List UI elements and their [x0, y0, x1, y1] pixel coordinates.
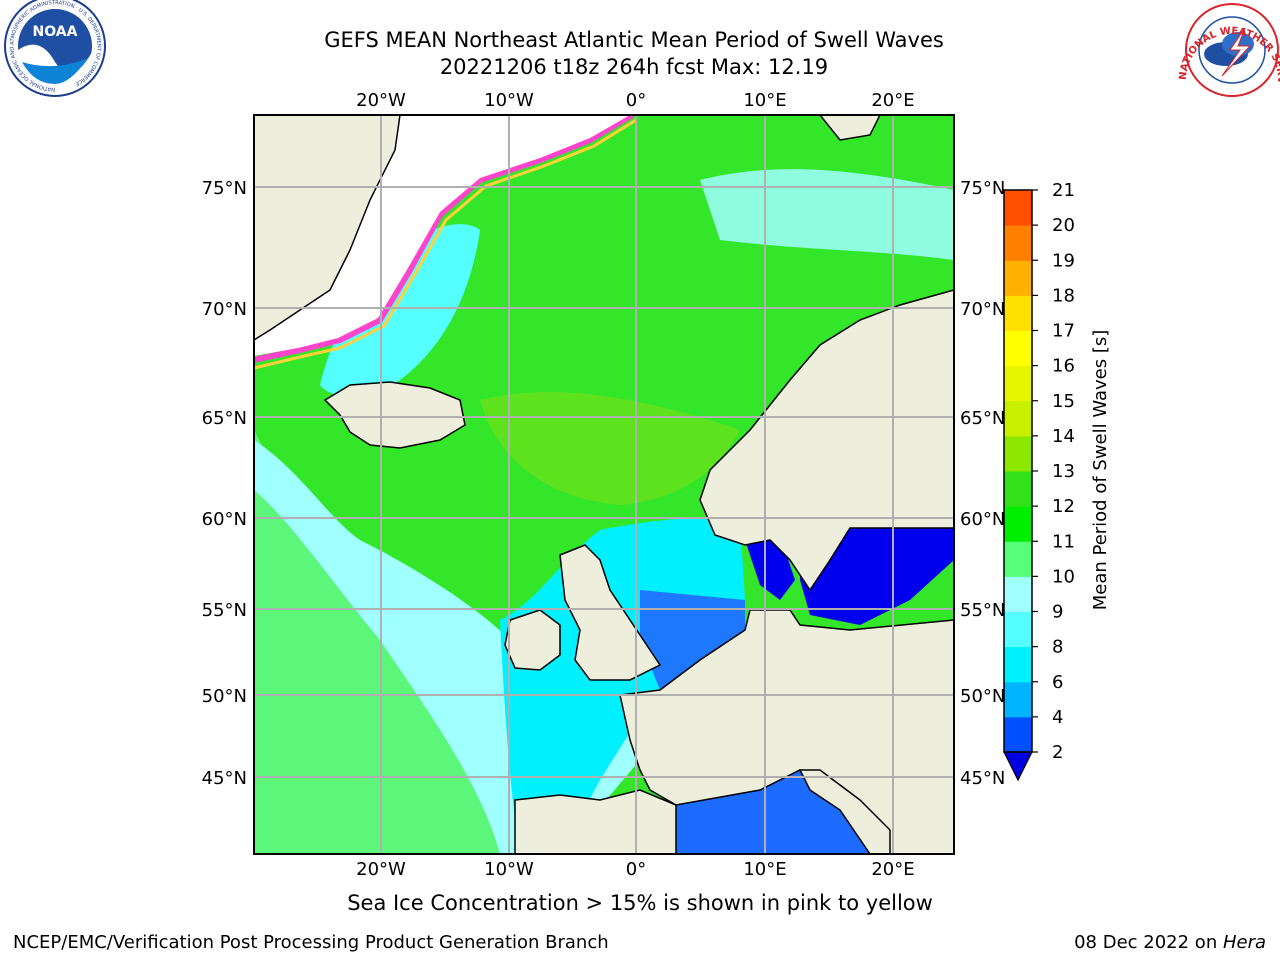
- swell-band-med-2s: [676, 770, 890, 854]
- colorbar-segment: [1004, 576, 1032, 612]
- lon-label: 10°E: [743, 859, 786, 880]
- colorbar-tick-label: 13: [1052, 461, 1075, 482]
- lat-label: 45°N: [202, 768, 247, 789]
- lon-label: 20°E: [871, 90, 914, 111]
- colorbar-tick-label: 18: [1052, 285, 1075, 306]
- colorbar-tick-label: 16: [1052, 356, 1075, 377]
- lat-label: 65°N: [960, 408, 1005, 429]
- footer-host: Hera: [1222, 932, 1266, 953]
- lat-label: 70°N: [202, 299, 247, 320]
- map-area: [254, 115, 954, 854]
- colorbar-segment: [1004, 611, 1032, 648]
- greenland-land: [254, 115, 401, 341]
- colorbar-tick-label: 14: [1052, 426, 1075, 447]
- sea-ice-edge-inner: [254, 118, 637, 370]
- lat-labels-left: 75°N 70°N 65°N 60°N 55°N 50°N 45°N: [202, 178, 247, 789]
- colorbar-tick-label: 19: [1052, 250, 1075, 271]
- lon-labels-top: 20°W 10°W 0° 10°E 20°E: [356, 90, 914, 111]
- colorbar-segment: [1004, 646, 1032, 683]
- lat-label: 75°N: [960, 178, 1005, 199]
- noaa-logo-text: NOAA: [33, 24, 78, 40]
- scandinavia-land: [699, 289, 954, 592]
- lat-label: 75°N: [202, 178, 247, 199]
- lon-label: 20°E: [871, 859, 914, 880]
- colorbar-tick-label: 10: [1052, 566, 1075, 587]
- lat-label: 70°N: [960, 299, 1005, 320]
- colorbar-segment: [1004, 541, 1032, 577]
- lat-label: 50°N: [202, 686, 247, 707]
- swell-band-north-8s: [700, 169, 954, 260]
- svalbard-land: [819, 115, 881, 141]
- colorbar-tick-label: 17: [1052, 321, 1075, 342]
- lon-label: 10°W: [484, 90, 534, 111]
- colorbar-tick-label: 2: [1052, 742, 1063, 763]
- iceland-land: [323, 381, 466, 449]
- colorbar-segment: [1004, 400, 1032, 437]
- colorbar-tick-label: 8: [1052, 637, 1063, 658]
- colorbar-tick-label: 21: [1052, 180, 1075, 201]
- footer-date: 08 Dec 2022 on Hera: [1074, 932, 1266, 953]
- footer-date-text: 08 Dec 2022 on: [1074, 932, 1223, 953]
- sea-ice-note: Sea Ice Concentration > 15% is shown in …: [347, 891, 933, 915]
- colorbar: 2 4 6 8 9 10 11 12 13 14 15 16 17 18 19 20 21: [1003, 180, 1075, 782]
- graticule: [254, 115, 954, 854]
- footer-credit: NCEP/EMC/Verification Post Processing Pr…: [13, 932, 609, 953]
- lat-label: 65°N: [202, 408, 247, 429]
- colorbar-segment: [1004, 681, 1032, 718]
- swell-band-11s: [480, 391, 740, 505]
- iberia-land: [514, 789, 677, 854]
- colorbar-segment: [1004, 435, 1032, 472]
- swell-band-baltic-2s: [800, 528, 954, 625]
- colorbar-segment: [1004, 295, 1032, 331]
- colorbar-tick-label: 12: [1052, 496, 1075, 517]
- colorbar-segment: [1004, 330, 1032, 367]
- svg-text:NATIONAL WEATHER SERVICE: NATIONAL WEATHER SERVICE: [0, 0, 1280, 84]
- lat-label: 60°N: [960, 509, 1005, 530]
- swell-band-north-6s: [320, 224, 480, 396]
- colorbar-tick-label: 4: [1052, 707, 1063, 728]
- lon-label: 0°: [626, 859, 646, 880]
- colorbar-segment: [1004, 471, 1032, 507]
- colorbar-tick-label: 20: [1052, 215, 1075, 236]
- italy-land: [798, 769, 891, 854]
- lon-labels-bottom: 20°W 10°W 0° 10°E 20°E: [356, 859, 914, 880]
- continent-land: [619, 609, 954, 854]
- noaa-logo: NOAA NATIONAL OCEANIC AND ATMOSPHERIC AD…: [4, 0, 106, 97]
- colorbar-label: Mean Period of Swell Waves [s]: [1090, 330, 1111, 611]
- lat-label: 55°N: [960, 600, 1005, 621]
- colorbar-segment: [1004, 506, 1032, 542]
- map-frame: [253, 114, 955, 855]
- colorbar-segment: [1004, 190, 1032, 226]
- lon-label: 10°E: [743, 90, 786, 111]
- ireland-land: [504, 609, 561, 671]
- lat-labels-right: 75°N 70°N 65°N 60°N 55°N 50°N 45°N: [960, 178, 1005, 789]
- colorbar-segment: [1004, 365, 1032, 402]
- colorbar-segment: [1004, 260, 1032, 296]
- map-title: GEFS MEAN Northeast Atlantic Mean Period…: [324, 28, 944, 52]
- colorbar-tick-label: 11: [1052, 531, 1075, 552]
- colorbar-tick-label: 6: [1052, 672, 1063, 693]
- lat-label: 45°N: [960, 768, 1005, 789]
- sea-ice-edge: [254, 115, 634, 363]
- lat-label: 60°N: [202, 509, 247, 530]
- lon-label: 20°W: [356, 859, 406, 880]
- swell-band-northsea-4s: [640, 590, 745, 690]
- colorbar-tick-label: 15: [1052, 391, 1075, 412]
- lon-label: 20°W: [356, 90, 406, 111]
- colorbar-segment: [1004, 716, 1032, 753]
- colorbar-tick-label: 9: [1052, 602, 1063, 623]
- colorbar-under-arrow: [1003, 751, 1033, 782]
- land-masses: [254, 115, 954, 854]
- lat-label: 55°N: [202, 600, 247, 621]
- lat-label: 50°N: [960, 686, 1005, 707]
- colorbar-segment: [1004, 225, 1032, 261]
- nws-logo: NATIONAL WEATHER SERVICE: [0, 0, 1280, 97]
- lon-label: 10°W: [484, 859, 534, 880]
- lon-label: 0°: [626, 90, 646, 111]
- map-subtitle: 20221206 t18z 264h fcst Max: 12.19: [439, 55, 829, 79]
